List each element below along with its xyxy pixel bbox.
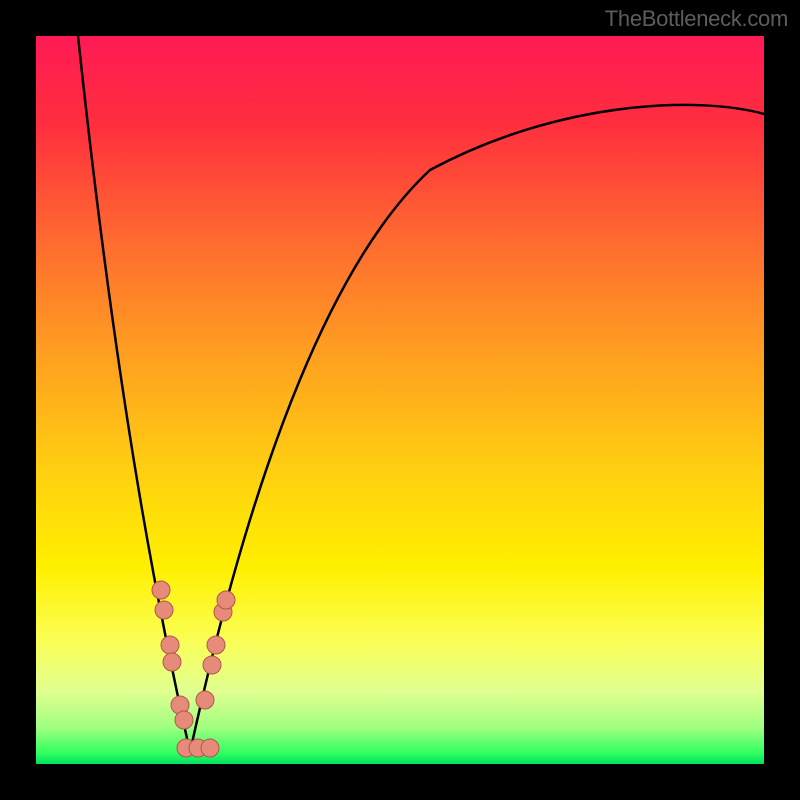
data-point [201,739,219,757]
data-point [196,691,214,709]
data-point [163,653,181,671]
chart-container: { "watermark_text": "TheBottleneck.com",… [0,0,800,800]
data-point [203,656,221,674]
data-point [152,581,170,599]
data-point [175,711,193,729]
data-point [161,636,179,654]
watermark-text: TheBottleneck.com [605,6,788,32]
bottleneck-chart [0,0,800,800]
data-point [207,636,225,654]
data-point [155,601,173,619]
plot-background [36,36,764,764]
data-point [217,591,235,609]
